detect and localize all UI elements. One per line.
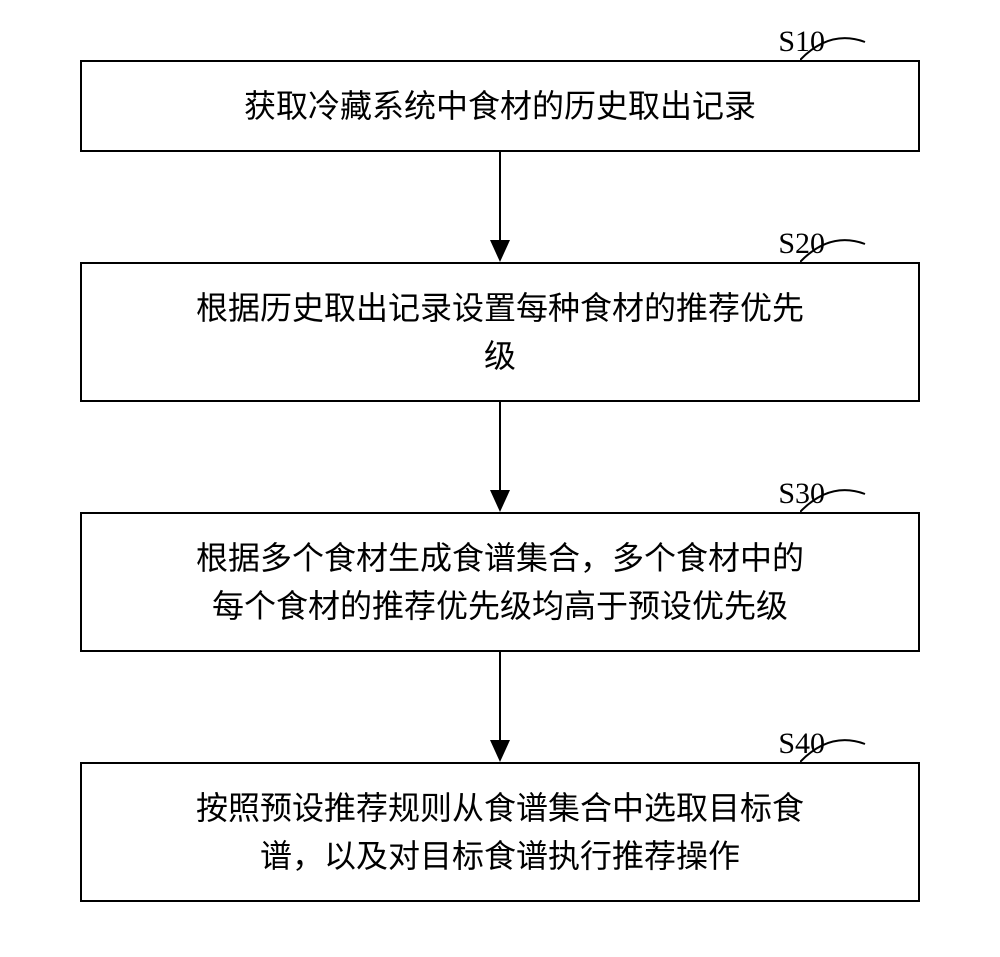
step-text-s10: 获取冷藏系统中食材的历史取出记录 bbox=[244, 82, 756, 130]
step-text-container-s30: 根据多个食材生成食谱集合，多个食材中的 每个食材的推荐优先级均高于预设优先级 bbox=[196, 534, 804, 630]
step-box-s30: 根据多个食材生成食谱集合，多个食材中的 每个食材的推荐优先级均高于预设优先级 bbox=[80, 512, 920, 652]
step-label-s40: S40 bbox=[778, 727, 825, 761]
step-box-s20: 根据历史取出记录设置每种食材的推荐优先 级 bbox=[80, 262, 920, 402]
flowchart-container: S10 获取冷藏系统中食材的历史取出记录 S20 根据历史取出记录设置每种食材的… bbox=[80, 30, 920, 902]
step-text-s20-line1: 根据历史取出记录设置每种食材的推荐优先 bbox=[196, 290, 804, 326]
arrow-line bbox=[499, 652, 501, 742]
arrow-head bbox=[490, 740, 510, 762]
step-text-container-s40: 按照预设推荐规则从食谱集合中选取目标食 谱，以及对目标食谱执行推荐操作 bbox=[196, 784, 804, 880]
step-label-s30: S30 bbox=[778, 477, 825, 511]
step-box-s40: 按照预设推荐规则从食谱集合中选取目标食 谱，以及对目标食谱执行推荐操作 bbox=[80, 762, 920, 902]
step-wrapper-s20: S20 根据历史取出记录设置每种食材的推荐优先 级 bbox=[80, 262, 920, 402]
step-wrapper-s30: S30 根据多个食材生成食谱集合，多个食材中的 每个食材的推荐优先级均高于预设优… bbox=[80, 512, 920, 652]
arrow-line bbox=[499, 152, 501, 242]
arrow-head bbox=[490, 490, 510, 512]
step-text-s40-line1: 按照预设推荐规则从食谱集合中选取目标食 bbox=[196, 790, 804, 826]
step-text-container-s20: 根据历史取出记录设置每种食材的推荐优先 级 bbox=[196, 284, 804, 380]
arrow-head bbox=[490, 240, 510, 262]
step-label-s20: S20 bbox=[778, 227, 825, 261]
step-text-s40-line2: 谱，以及对目标食谱执行推荐操作 bbox=[260, 838, 740, 874]
step-wrapper-s40: S40 按照预设推荐规则从食谱集合中选取目标食 谱，以及对目标食谱执行推荐操作 bbox=[80, 762, 920, 902]
step-text-s30-line2: 每个食材的推荐优先级均高于预设优先级 bbox=[212, 588, 788, 624]
arrow-line bbox=[499, 402, 501, 492]
step-text-s30-line1: 根据多个食材生成食谱集合，多个食材中的 bbox=[196, 540, 804, 576]
step-wrapper-s10: S10 获取冷藏系统中食材的历史取出记录 bbox=[80, 60, 920, 152]
step-text-s20-line2: 级 bbox=[484, 338, 516, 374]
step-label-s10: S10 bbox=[778, 25, 825, 59]
step-box-s10: 获取冷藏系统中食材的历史取出记录 bbox=[80, 60, 920, 152]
